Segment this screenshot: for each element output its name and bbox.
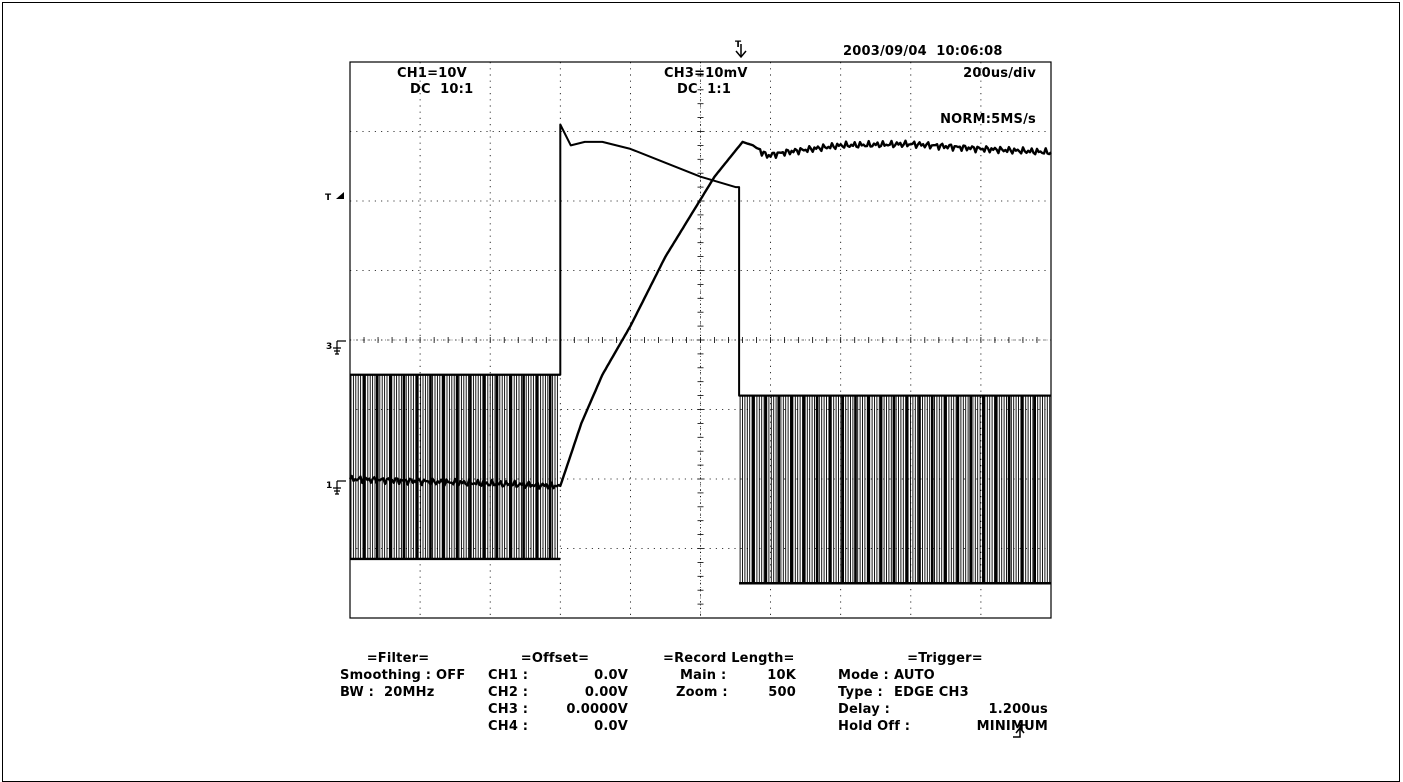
ch1-ground-marker: 1 (326, 481, 346, 494)
main-length-label: Main : (680, 668, 726, 683)
timebase: 200us/div (910, 66, 1036, 81)
ch1-switching-burst (739, 396, 1051, 584)
ch3-ground-label: 3 (326, 342, 332, 352)
trigger-level-marker: T (325, 192, 344, 203)
trigger-delay-label: Delay : (838, 702, 890, 717)
acquisition-mode: NORM:5MS/s (880, 112, 1036, 127)
ch1-switching-lines (351, 375, 557, 559)
offset-label: CH1 : (488, 668, 528, 683)
trigger-type-label: Type : (838, 685, 883, 700)
ch3-ground-marker: 3 (326, 341, 346, 354)
trigger-header: =Trigger= (880, 651, 1010, 666)
bandwidth-value: 20MHz (384, 685, 434, 700)
hold-off-value: MINIMUM (940, 719, 1048, 734)
trigger-position-label: T (735, 40, 742, 50)
trigger-type-value: EDGE CH3 (894, 685, 969, 700)
trigger-position-marker: T (735, 40, 746, 57)
smoothing-label: Smoothing : (340, 668, 431, 683)
offset-header: =Offset= (500, 651, 610, 666)
filter-header: =Filter= (346, 651, 450, 666)
offset-label: CH4 : (488, 719, 528, 734)
bandwidth-label: BW : (340, 685, 374, 700)
offset-value: 0.00V (540, 685, 628, 700)
offset-value: 0.0000V (540, 702, 628, 717)
datetime: 2003/09/04 10:06:08 (843, 44, 1003, 59)
oscilloscope-display: T T 3 1 (0, 0, 1403, 764)
ch3-coupling: DC 1:1 (677, 82, 731, 97)
offset-label: CH2 : (488, 685, 528, 700)
offset-label: CH3 : (488, 702, 528, 717)
ch1-coupling: DC 10:1 (410, 82, 473, 97)
trigger-mode-label: Mode : (838, 668, 889, 683)
smoothing-value: OFF (436, 668, 465, 683)
offset-value: 0.0V (540, 668, 628, 683)
ch1-ground-label: 1 (326, 481, 332, 491)
trigger-level-label: T (325, 193, 332, 203)
plot-area (350, 62, 1051, 618)
zoom-length-label: Zoom : (676, 685, 728, 700)
offset-value: 0.0V (540, 719, 628, 734)
ch3-scale: CH3=10mV (664, 66, 748, 81)
trigger-mode-value: AUTO (894, 668, 935, 683)
zoom-length-value: 500 (740, 685, 796, 700)
ch1-switching-burst (350, 375, 560, 559)
ch1-trace (350, 125, 1051, 396)
record-length-header: =Record Length= (663, 651, 795, 666)
trigger-delay-value: 1.200us (940, 702, 1048, 717)
hold-off-label: Hold Off : (838, 719, 910, 734)
ch1-scale: CH1=10V (397, 66, 467, 81)
main-length-value: 10K (740, 668, 796, 683)
